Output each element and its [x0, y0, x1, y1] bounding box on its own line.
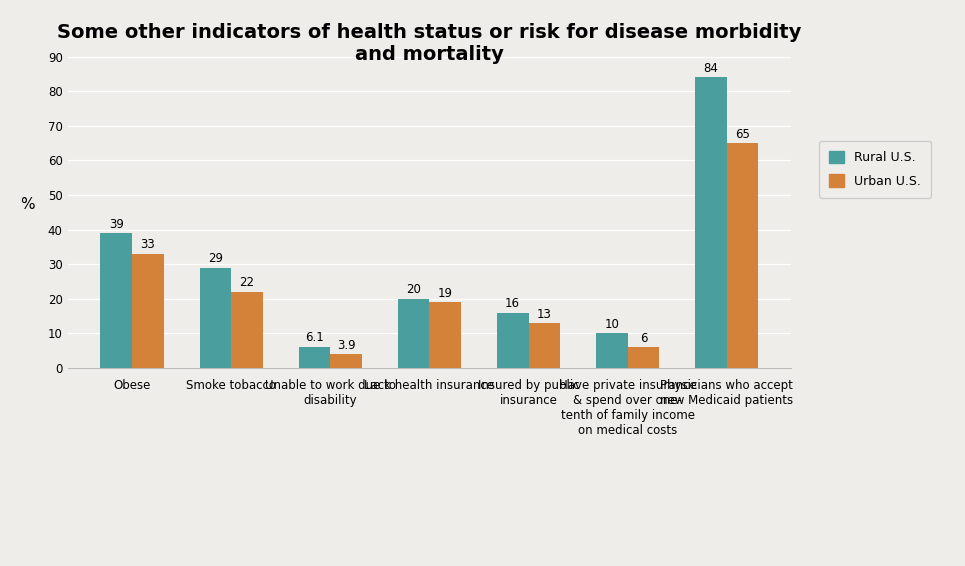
Text: 6.1: 6.1 — [305, 331, 324, 344]
Bar — [398, 299, 429, 368]
Text: Some other indicators of health status or risk for disease morbidity
and mortali: Some other indicators of health status o… — [57, 23, 802, 63]
Text: 10: 10 — [604, 318, 620, 331]
Text: 6: 6 — [640, 332, 648, 345]
Text: 29: 29 — [207, 252, 223, 265]
Bar — [529, 323, 561, 368]
Bar — [132, 254, 164, 368]
Text: 65: 65 — [735, 128, 750, 140]
Text: 20: 20 — [406, 284, 421, 297]
Bar — [100, 233, 132, 368]
Text: 84: 84 — [703, 62, 718, 75]
Bar — [727, 143, 758, 368]
Bar — [596, 333, 627, 368]
Bar — [298, 347, 330, 368]
Bar — [200, 268, 232, 368]
Y-axis label: %: % — [20, 197, 35, 212]
Text: 3.9: 3.9 — [337, 339, 355, 352]
Bar — [627, 347, 659, 368]
Bar — [330, 354, 362, 368]
Bar — [429, 302, 461, 368]
Text: 16: 16 — [505, 297, 520, 310]
Text: 13: 13 — [537, 307, 552, 320]
Bar — [497, 312, 529, 368]
Text: 39: 39 — [109, 217, 124, 230]
Bar — [695, 78, 727, 368]
Bar — [232, 292, 262, 368]
Legend: Rural U.S., Urban U.S.: Rural U.S., Urban U.S. — [819, 141, 931, 198]
Text: 33: 33 — [141, 238, 155, 251]
Text: 22: 22 — [239, 276, 255, 289]
Text: 19: 19 — [438, 287, 453, 300]
